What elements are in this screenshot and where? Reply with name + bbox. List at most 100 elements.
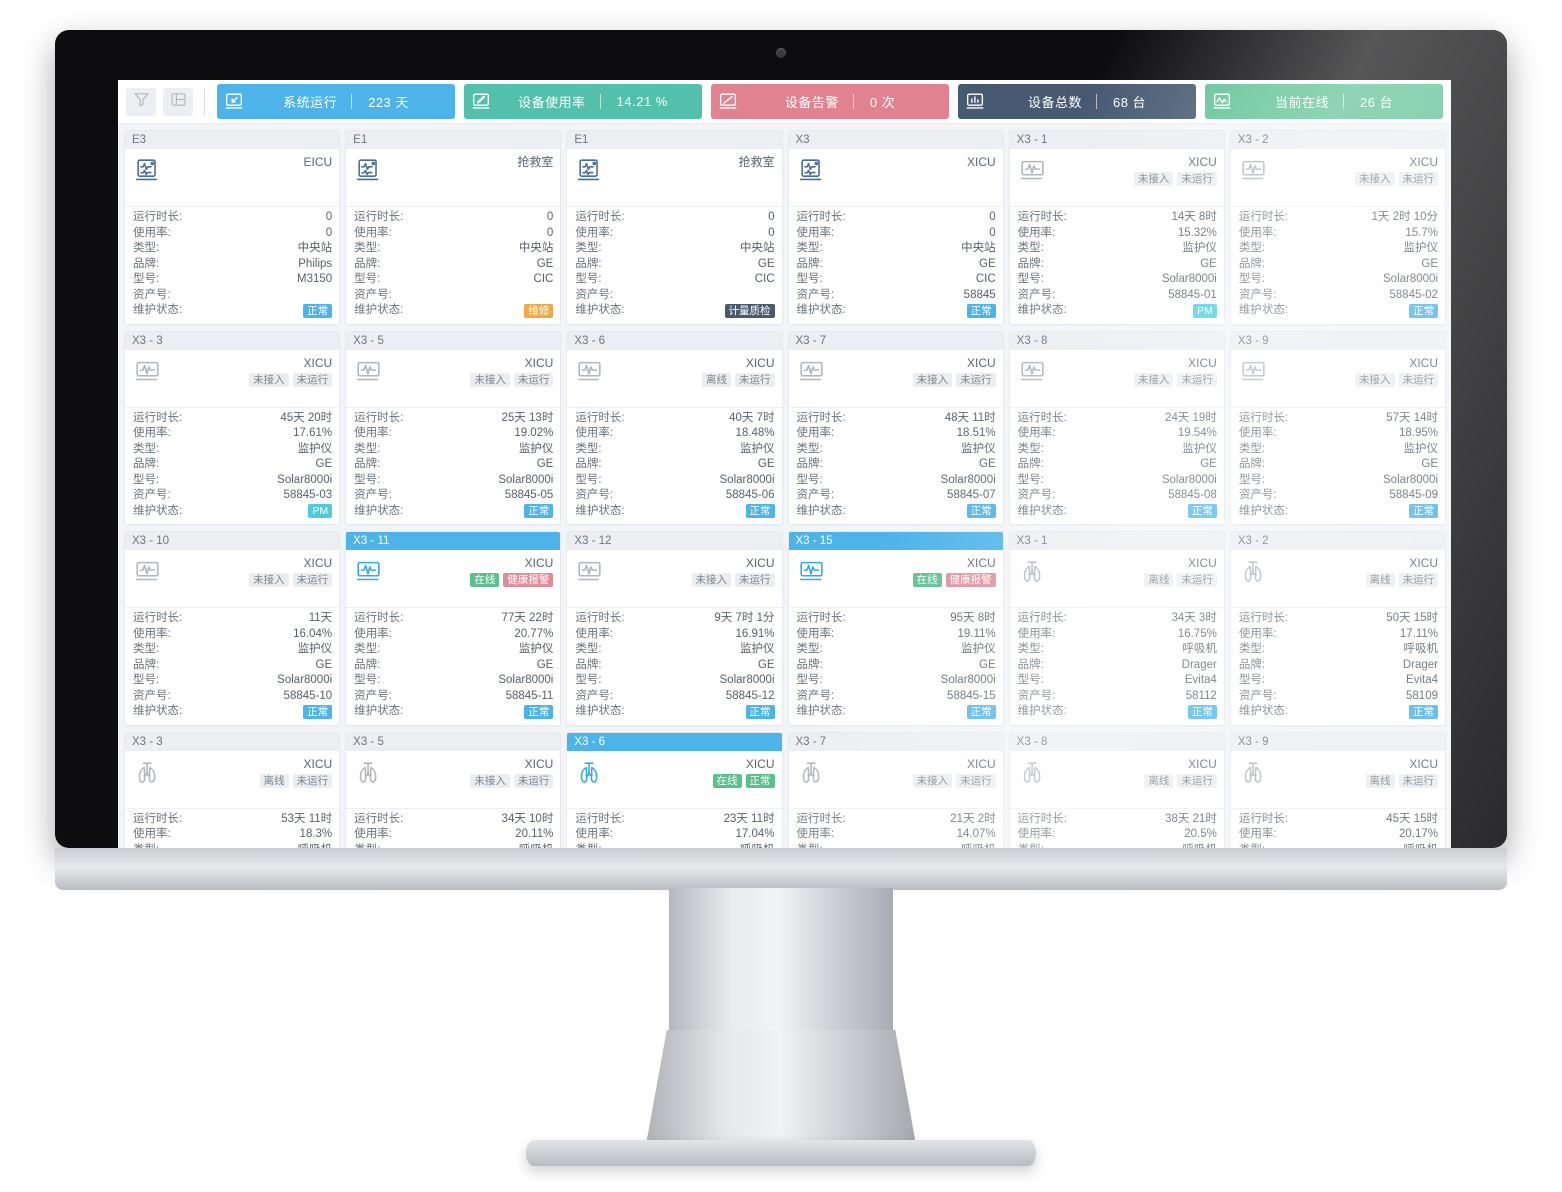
device-card[interactable]: X3 - 9 XICU 未接入 未运行 运行时长: 57天 14时 使用率: 18.95% 类型… xyxy=(1229,330,1446,525)
kpi-2[interactable]: 设备使用率 14.21 % xyxy=(464,84,702,119)
field-label: 类型: xyxy=(796,643,823,655)
device-card[interactable]: X3 - 6 XICU 离线 未运行 运行时长: 40天 7时 使用率: 18.48% 类型: 监… xyxy=(566,330,783,525)
detail-row: 运行时长: 38天 21时 xyxy=(1018,812,1217,828)
field-value: 95天 8时 xyxy=(950,612,996,624)
field-value: GE xyxy=(1421,458,1438,470)
ventilator-lungs-icon xyxy=(1239,758,1269,788)
ward-label: EICU xyxy=(303,155,333,169)
field-label: 维护状态: xyxy=(354,304,404,316)
device-card[interactable]: E1 抢救室 运行时长: 0 使用率: 0 类型: 中央站 品牌: GE 型号: CIC 资产号: 维护状… xyxy=(345,130,562,325)
status-pill: 未运行 xyxy=(1398,573,1438,587)
central-station-icon xyxy=(133,156,163,186)
card-details: 运行时长: 0 使用率: 0 类型: 中央站 品牌: GE 型号: CIC 资产号: 维护状态: 计量质… xyxy=(567,207,781,324)
field-label: 使用率: xyxy=(575,828,614,840)
field-label: 运行时长: xyxy=(796,211,846,223)
layout-button[interactable] xyxy=(163,87,193,116)
field-label: 使用率: xyxy=(1238,627,1277,640)
device-card[interactable]: E1 抢救室 运行时长: 0 使用率: 0 类型: 中央站 品牌: GE 型号: CIC 资产号: 维护状… xyxy=(566,130,783,325)
device-card[interactable]: X3 XICU 运行时长: 0 使用率: 0 类型: 中央站 品牌: GE 型号: CIC 资产号: 58… xyxy=(787,130,1004,325)
kpi-1[interactable]: 系统运行 223 天 xyxy=(217,84,455,119)
card-header-area: XICU 离线 未运行 xyxy=(125,751,340,809)
field-label: 使用率: xyxy=(796,828,835,840)
ward-label: XICU xyxy=(524,355,554,370)
detail-row: 品牌: GE xyxy=(133,457,332,473)
detail-row: 使用率: 18.51% xyxy=(797,426,996,442)
field-value: 0 xyxy=(768,226,775,239)
maintenance-badge: 正常 xyxy=(1187,704,1217,719)
field-label: 型号: xyxy=(133,674,160,686)
field-label: 型号: xyxy=(796,674,823,686)
card-bed-label: X3 - 11 xyxy=(346,532,561,550)
field-label: 使用率: xyxy=(1017,828,1056,840)
status-pill-group: 离线 未运行 xyxy=(1365,573,1438,587)
field-value: 58845-03 xyxy=(283,489,333,501)
device-card[interactable]: X3 - 1 XICU 离线 未运行 运行时长: 34天 3时 使用率: 16.75% 类型: 呼… xyxy=(1008,531,1225,726)
detail-row: 类型: 监护仪 xyxy=(1239,442,1438,458)
device-card[interactable]: X3 - 5 XICU 未接入 未运行 运行时长: 25天 13时 使用率: 19.02% 类型… xyxy=(345,330,562,525)
card-header-area: XICU 未接入 未运行 xyxy=(1230,149,1445,207)
detail-row: 使用率: 16.04% xyxy=(133,627,332,643)
device-card[interactable]: X3 - 8 XICU 未接入 未运行 运行时长: 24天 19时 使用率: 19.54% 类型… xyxy=(1008,330,1225,525)
device-card[interactable]: X3 - 7 XICU 未接入 未运行 运行时长: 48天 11时 使用率: 18.51% 类型… xyxy=(787,330,1004,525)
detail-row: 使用率: 19.11% xyxy=(797,627,996,643)
status-pill-group: 未接入 未运行 xyxy=(1133,372,1217,387)
field-label: 型号: xyxy=(1017,473,1044,486)
field-value: 17.11% xyxy=(1399,627,1438,640)
device-card[interactable]: X3 - 12 XICU 未接入 未运行 运行时长: 9天 7时 1分 使用率: 16.91%… xyxy=(566,531,783,726)
field-label: 资产号: xyxy=(133,288,171,301)
device-card[interactable]: X3 - 15 XICU 在线 健康报警 运行时长: 95天 8时 使用率: 19.11% 类型… xyxy=(787,531,1004,726)
detail-row: 使用率: 18.3% xyxy=(133,827,332,843)
device-card[interactable]: X3 - 3 XICU 未接入 未运行 运行时长: 45天 20时 使用率: 17.61% 类型… xyxy=(124,330,341,525)
field-value: GE xyxy=(536,257,554,270)
card-status-area: XICU 离线 未运行 xyxy=(1144,557,1217,587)
kpi-4[interactable]: 设备总数 68 台 xyxy=(958,84,1196,119)
field-label: 资产号: xyxy=(575,689,614,702)
detail-row: 类型: 中央站 xyxy=(354,241,553,257)
field-value: 0 xyxy=(546,226,554,239)
field-label: 使用率: xyxy=(133,427,171,439)
device-card[interactable]: E3 EICU 运行时长: 0 使用率: 0 类型: 中央站 品牌: Philips 型号: M315… xyxy=(124,130,341,325)
detail-row: 使用率: 15.32% xyxy=(1018,226,1217,242)
kpi-5[interactable]: 当前在线 26 台 xyxy=(1205,84,1443,119)
maintenance-badge: 正常 xyxy=(524,504,554,519)
ventilator-lungs-icon xyxy=(1018,758,1048,788)
field-label: 资产号: xyxy=(1017,288,1056,301)
detail-row: 维护状态: 正常 xyxy=(133,303,333,319)
ventilator-lungs-icon xyxy=(354,758,384,788)
monitor-icon xyxy=(1018,156,1048,186)
detail-row: 使用率: 15.7% xyxy=(1239,226,1438,242)
field-value: CIC xyxy=(754,273,775,285)
card-header-area: 抢救室 xyxy=(567,149,782,207)
detail-row: 维护状态: 正常 xyxy=(354,704,554,720)
field-value: 中央站 xyxy=(740,242,775,254)
device-card[interactable]: X3 - 2 XICU 离线 未运行 运行时长: 50天 15时 使用率: 17.11% 类型:… xyxy=(1229,531,1446,726)
field-label: 使用率: xyxy=(133,226,171,239)
detail-row: 类型: 监护仪 xyxy=(1239,241,1438,257)
device-card[interactable]: X3 - 2 XICU 未接入 未运行 运行时长: 1天 2时 10分 使用率: 15.7% 类… xyxy=(1229,130,1446,325)
device-card[interactable]: X3 - 11 XICU 在线 健康报警 运行时长: 77天 22时 使用率: 20.77% 类… xyxy=(345,531,562,726)
kpi-3[interactable]: 设备告警 0 次 xyxy=(711,84,949,119)
device-card[interactable]: X3 - 10 XICU 未接入 未运行 运行时长: 11天 使用率: 16.04% 类型: 监护… xyxy=(124,531,341,726)
field-label: 品牌: xyxy=(354,458,381,470)
field-label: 品牌: xyxy=(796,458,823,470)
field-value: 45天 20时 xyxy=(280,411,333,424)
device-card[interactable]: X3 - 1 XICU 未接入 未运行 运行时长: 14天 8时 使用率: 15.32% 类型:… xyxy=(1008,130,1225,325)
filter-button[interactable] xyxy=(126,87,156,116)
card-status-area: XICU 未接入 未运行 xyxy=(470,757,554,788)
kpi-value: 26 台 xyxy=(1359,95,1394,110)
card-status-area: XICU 未接入 未运行 xyxy=(1355,356,1438,387)
field-label: 运行时长: xyxy=(354,411,404,424)
detail-row: 运行时长: 40天 7时 xyxy=(575,411,774,427)
card-status-area: XICU 在线 健康报警 xyxy=(912,557,996,587)
detail-row: 运行时长: 53天 11时 xyxy=(133,812,332,828)
monitor-icon xyxy=(354,357,384,387)
status-pill: 离线 xyxy=(259,773,289,788)
field-value: 呼吸机 xyxy=(1182,643,1217,655)
detail-row: 资产号: 58845-08 xyxy=(1018,488,1217,504)
